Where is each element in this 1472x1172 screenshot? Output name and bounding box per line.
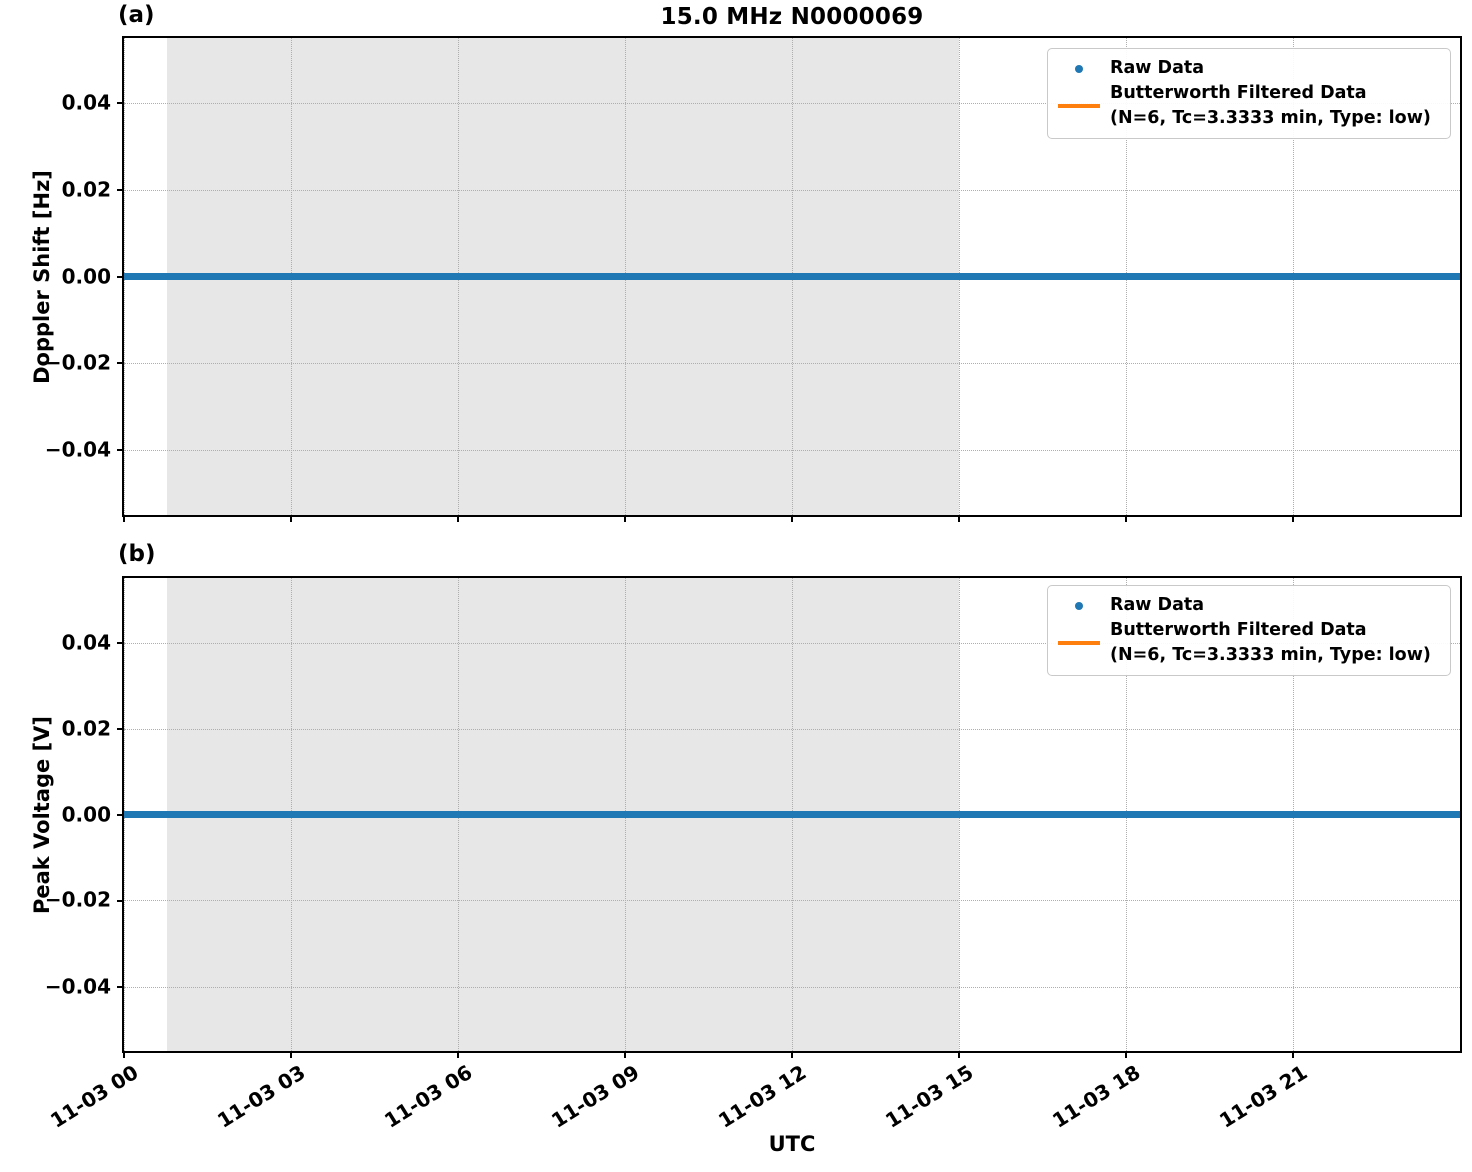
legend-row-raw: Raw Data [1048, 593, 1442, 618]
x-tick-mark [290, 515, 292, 522]
x-tick-label: 11-03 15 [881, 1060, 978, 1133]
y-tick-label: 0.00 [61, 802, 111, 827]
y-tick-label: 0.02 [61, 716, 111, 741]
x-tick-label: 11-03 09 [547, 1060, 644, 1133]
legend-row-filtered: Butterworth Filtered Data (N=6, Tc=3.333… [1048, 618, 1442, 668]
legend-marker-cell [1048, 104, 1110, 108]
y-tick-mark [117, 362, 124, 365]
figure-title: 15.0 MHz N0000069 [660, 4, 924, 30]
x-tick-label: 11-03 06 [380, 1060, 477, 1133]
legend-marker-cell [1048, 641, 1110, 645]
legend-row-raw: Raw Data [1048, 56, 1442, 81]
y-gridline [124, 986, 1460, 988]
y-gridline [124, 728, 1460, 730]
legend-filtered-label-line2: (N=6, Tc=3.3333 min, Type: low) [1110, 645, 1431, 665]
y-gridline [124, 189, 1460, 191]
x-tick-mark [958, 1051, 960, 1058]
y-tick-label: −0.02 [44, 888, 111, 913]
y-tick-mark [117, 641, 124, 644]
y-tick-label: −0.04 [44, 974, 111, 999]
y-gridline [124, 642, 1460, 644]
y-tick-label: 0.02 [61, 177, 111, 202]
y-tick-label: −0.02 [44, 350, 111, 375]
legend-filtered-label-line2: (N=6, Tc=3.3333 min, Type: low) [1110, 108, 1431, 128]
x-tick-mark [457, 515, 459, 522]
filtered-data-line-icon [1058, 104, 1100, 108]
y-tick-label: −0.04 [44, 437, 111, 462]
y-tick-mark [117, 813, 124, 816]
legend-filtered-label: Butterworth Filtered Data (N=6, Tc=3.333… [1110, 618, 1431, 668]
y-gridline [124, 449, 1460, 451]
y-tick-mark [117, 899, 124, 902]
x-tick-mark [791, 515, 793, 522]
panel-b-y-axis-label: Peak Voltage [V] [30, 715, 54, 915]
x-tick-mark [290, 1051, 292, 1058]
y-gridline [124, 103, 1460, 105]
x-tick-mark [123, 515, 125, 522]
x-tick-mark [1125, 1051, 1127, 1058]
legend-raw-label: Raw Data [1110, 58, 1205, 78]
panel-a-plot-area: Raw Data Butterworth Filtered Data (N=6,… [45, 36, 1462, 522]
x-tick-mark [624, 515, 626, 522]
x-tick-label: 11-03 12 [714, 1060, 811, 1133]
x-tick-label: 11-03 00 [46, 1060, 143, 1133]
y-tick-label: 0.04 [61, 90, 111, 115]
x-tick-mark [457, 1051, 459, 1058]
raw-data-series [124, 811, 1460, 818]
panel-a-tag: (a) [118, 2, 155, 28]
x-tick-label: 11-03 21 [1215, 1060, 1312, 1133]
legend-row-filtered: Butterworth Filtered Data (N=6, Tc=3.333… [1048, 81, 1442, 131]
y-tick-mark [117, 727, 124, 730]
y-tick-mark [117, 985, 124, 988]
raw-data-dot-icon [1075, 64, 1083, 73]
y-gridline [124, 900, 1460, 902]
legend-filtered-label-line1: Butterworth Filtered Data [1110, 620, 1367, 640]
legend-filtered-label-line1: Butterworth Filtered Data [1110, 83, 1367, 103]
legend-marker-cell [1048, 601, 1110, 610]
legend-box: Raw Data Butterworth Filtered Data (N=6,… [1047, 48, 1451, 139]
legend-raw-label: Raw Data [1110, 595, 1205, 615]
x-tick-mark [1292, 515, 1294, 522]
x-tick-label: 11-03 03 [213, 1060, 310, 1133]
filtered-data-line-icon [1058, 641, 1100, 645]
x-tick-mark [123, 1051, 125, 1058]
x-tick-mark [1292, 1051, 1294, 1058]
raw-data-series [124, 273, 1460, 280]
y-tick-mark [117, 188, 124, 191]
y-gridline [124, 363, 1460, 365]
x-axis-label: UTC [768, 1132, 816, 1156]
x-tick-mark [1125, 515, 1127, 522]
legend-box: Raw Data Butterworth Filtered Data (N=6,… [1047, 585, 1451, 676]
panel-b-plot-area: Raw Data Butterworth Filtered Data (N=6,… [45, 576, 1462, 1133]
y-tick-label: 0.00 [61, 264, 111, 289]
y-tick-mark [117, 102, 124, 105]
legend-marker-cell [1048, 64, 1110, 73]
panel-b-tag: (b) [118, 541, 156, 567]
raw-data-dot-icon [1075, 601, 1083, 610]
x-tick-mark [958, 515, 960, 522]
y-tick-mark [117, 275, 124, 278]
y-tick-mark [117, 448, 124, 451]
x-tick-mark [624, 1051, 626, 1058]
y-tick-label: 0.04 [61, 630, 111, 655]
legend-filtered-label: Butterworth Filtered Data (N=6, Tc=3.333… [1110, 81, 1431, 131]
x-tick-label: 11-03 18 [1048, 1060, 1145, 1133]
x-tick-mark [791, 1051, 793, 1058]
